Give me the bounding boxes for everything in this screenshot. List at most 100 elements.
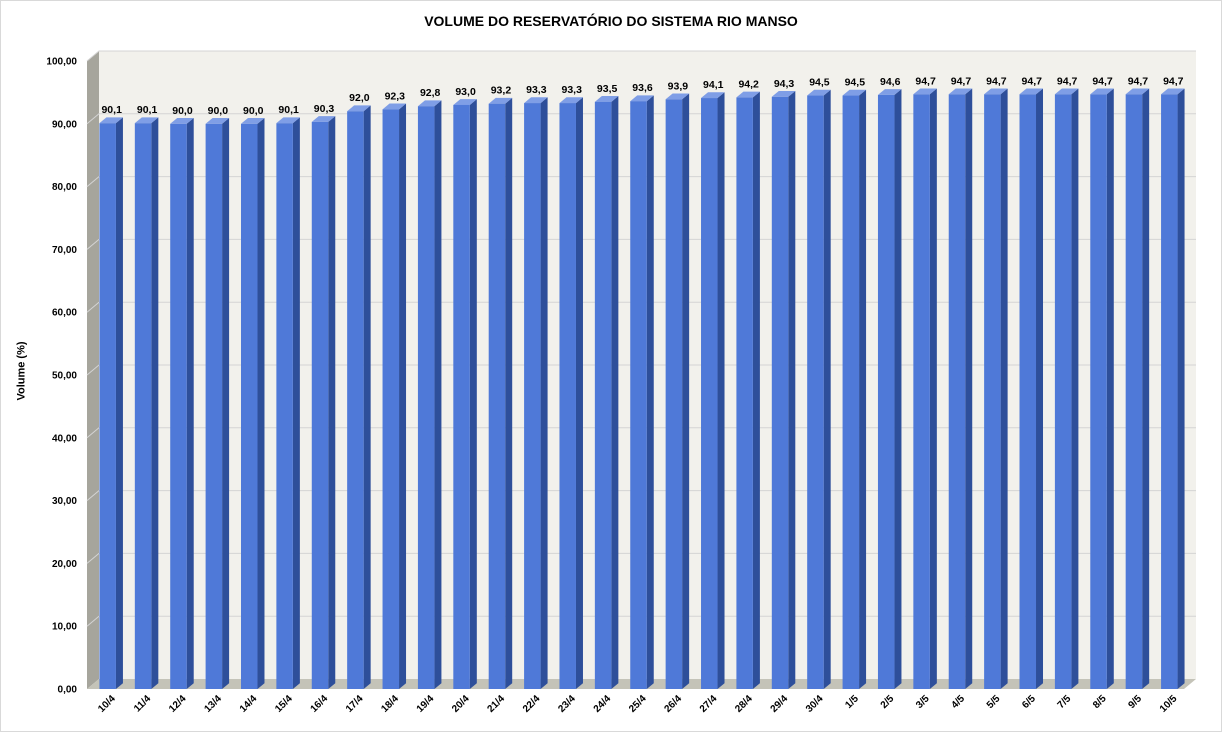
data-label: 93,5: [597, 83, 618, 95]
bar: [453, 99, 477, 689]
bar-top: [99, 117, 123, 124]
data-label: 94,7: [986, 75, 1007, 87]
bar-front: [453, 104, 470, 689]
y-tick-label: 60,00: [52, 308, 77, 319]
bar-side: [859, 89, 867, 690]
bar-side: [363, 105, 371, 690]
bar: [99, 117, 123, 689]
data-label: 94,6: [880, 76, 901, 88]
y-tick-label: 90,00: [52, 119, 77, 130]
data-label: 92,8: [420, 87, 441, 99]
y-tick-label: 100,00: [46, 57, 77, 68]
bar-front: [701, 98, 718, 689]
bar: [347, 105, 371, 690]
data-label: 93,9: [668, 80, 689, 92]
bar: [1125, 88, 1150, 689]
bar-top: [205, 117, 230, 124]
bar: [1161, 88, 1185, 689]
bar: [877, 89, 902, 690]
data-label: 90,1: [137, 104, 158, 116]
bar-top: [913, 88, 937, 95]
x-tick-label: 29/4: [769, 693, 791, 715]
bar-side: [328, 116, 336, 689]
data-label: 92,3: [385, 90, 406, 102]
data-label: 94,5: [845, 77, 866, 89]
data-label: 93,3: [526, 84, 547, 96]
bar-top: [311, 116, 336, 122]
bar-side: [186, 117, 194, 690]
bar-top: [948, 88, 973, 95]
x-tick-label: 22/4: [521, 693, 543, 715]
bar-side: [1106, 88, 1114, 689]
y-tick-label: 30,00: [52, 496, 77, 507]
bar: [524, 97, 548, 690]
bar-top: [240, 117, 265, 124]
bar: [559, 97, 583, 690]
bar-top: [488, 97, 513, 104]
y-tick-label: 10,00: [52, 622, 77, 633]
bar-top: [1090, 88, 1114, 95]
bar-top: [665, 93, 690, 100]
bar-side: [1142, 88, 1150, 689]
bar-side: [1177, 88, 1185, 689]
data-label: 90,0: [243, 105, 264, 117]
bar-top: [1054, 88, 1079, 95]
data-label: 94,1: [703, 79, 724, 91]
bar-top: [771, 90, 796, 97]
data-label: 90,1: [101, 104, 122, 116]
data-label: 94,5: [809, 77, 830, 89]
bar-top: [1161, 88, 1185, 95]
bar: [240, 117, 265, 690]
bar-top: [524, 97, 548, 104]
bar-side: [646, 95, 654, 689]
bar-front: [842, 95, 860, 690]
y-tick-label: 80,00: [52, 182, 77, 193]
bar-side: [151, 117, 159, 689]
bar-front: [1161, 94, 1178, 689]
bar-side: [682, 93, 690, 690]
x-tick-label: 3/5: [914, 693, 932, 711]
x-tick-label: 28/4: [733, 693, 755, 715]
bar: [1090, 88, 1114, 689]
bar-side: [823, 89, 831, 690]
data-label: 94,7: [1022, 75, 1043, 87]
x-tick-label: 15/4: [273, 693, 295, 715]
bar-top: [736, 91, 760, 98]
x-tick-label: 10/4: [96, 693, 118, 715]
bar: [771, 90, 796, 689]
bar-side: [434, 100, 442, 689]
bar-top: [347, 105, 371, 112]
bar-front: [347, 111, 364, 690]
x-tick-label: 2/5: [879, 693, 897, 711]
bar: [1019, 88, 1044, 689]
data-label: 93,0: [455, 86, 476, 98]
y-tick-label: 20,00: [52, 559, 77, 570]
bar: [170, 117, 194, 690]
y-tick-label: 40,00: [52, 433, 77, 444]
data-label: 94,7: [1057, 75, 1078, 87]
x-tick-label: 19/4: [415, 693, 437, 715]
bar-side: [505, 97, 513, 690]
bar-top: [453, 99, 477, 105]
bar-top: [1019, 88, 1044, 95]
x-tick-label: 27/4: [698, 693, 720, 715]
data-label: 90,0: [172, 105, 193, 117]
bar-side: [717, 92, 725, 689]
bar-side: [611, 96, 619, 689]
bar-front: [630, 101, 647, 689]
data-label: 93,3: [562, 84, 583, 96]
bar-top: [701, 92, 725, 99]
x-tick-label: 12/4: [167, 693, 189, 715]
x-tick-label: 26/4: [662, 693, 684, 715]
x-tick-label: 23/4: [556, 693, 578, 715]
x-tick-label: 13/4: [202, 693, 224, 715]
x-tick-label: 11/4: [132, 693, 153, 714]
data-label: 94,3: [774, 78, 795, 90]
bar-front: [1019, 94, 1037, 689]
bar: [984, 88, 1008, 689]
bar-top: [877, 89, 902, 95]
bar-front: [1090, 94, 1107, 689]
bar: [594, 96, 619, 689]
data-label: 94,7: [1163, 75, 1184, 87]
bar-side: [540, 97, 548, 690]
